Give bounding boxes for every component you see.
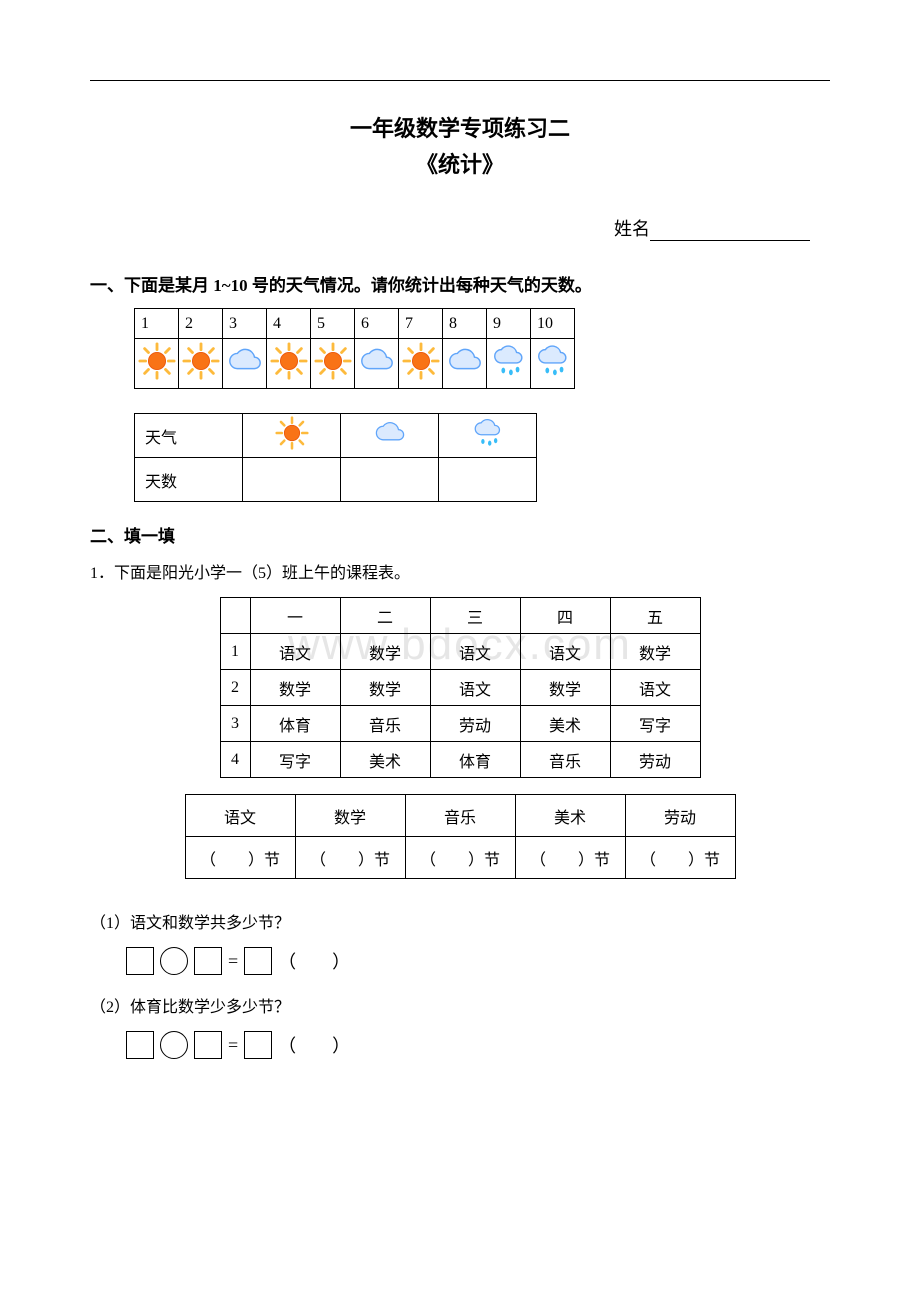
- schedule-day-header: 一: [250, 598, 340, 634]
- weather-days-table: 12345678910: [134, 308, 575, 389]
- schedule-corner: [220, 598, 250, 634]
- summary-count-rain[interactable]: [439, 458, 537, 502]
- eq2-box-3[interactable]: [244, 1031, 272, 1059]
- schedule-cell: 语文: [430, 634, 520, 670]
- name-blank[interactable]: [650, 223, 810, 241]
- cloud-icon: [223, 339, 267, 389]
- schedule-period-num: 1: [220, 634, 250, 670]
- schedule-cell: 数学: [340, 634, 430, 670]
- schedule-cell: 写字: [250, 742, 340, 778]
- summary-icon-cloud: [341, 414, 439, 458]
- count-subject: 数学: [295, 795, 405, 837]
- sub-question-2: （2）体育比数学少多少节？: [90, 993, 830, 1017]
- schedule-cell: 语文: [430, 670, 520, 706]
- schedule-cell: 语文: [250, 634, 340, 670]
- summary-count-label: 天数: [135, 458, 243, 502]
- eq1-box-2[interactable]: [194, 947, 222, 975]
- eq1-paren: （ ）: [278, 948, 350, 974]
- schedule-cell: 美术: [520, 706, 610, 742]
- schedule-day-header: 五: [610, 598, 700, 634]
- cloud-icon: [355, 339, 399, 389]
- equation-1[interactable]: = （ ）: [126, 947, 830, 975]
- schedule-cell: 语文: [520, 634, 610, 670]
- eq2-paren: （ ）: [278, 1032, 350, 1058]
- day-number: 3: [223, 309, 267, 339]
- count-value[interactable]: （ ）节: [295, 837, 405, 879]
- sun-icon: [399, 339, 443, 389]
- q1-intro: 1．下面是阳光小学一（5）班上午的课程表。: [90, 559, 830, 583]
- schedule-period-num: 2: [220, 670, 250, 706]
- count-subject: 音乐: [405, 795, 515, 837]
- schedule-cell: 音乐: [520, 742, 610, 778]
- name-label: 姓名: [614, 219, 650, 239]
- day-number: 10: [531, 309, 575, 339]
- sun-icon: [267, 339, 311, 389]
- weather-summary-table: 天气 天数: [134, 413, 537, 502]
- summary-icon-sun: [243, 414, 341, 458]
- schedule-cell: 数学: [610, 634, 700, 670]
- schedule-cell: 劳动: [610, 742, 700, 778]
- day-number: 9: [487, 309, 531, 339]
- sun-icon: [311, 339, 355, 389]
- eq2-box-2[interactable]: [194, 1031, 222, 1059]
- sub-question-1: （1）语文和数学共多少节？: [90, 909, 830, 933]
- day-number: 4: [267, 309, 311, 339]
- schedule-day-header: 二: [340, 598, 430, 634]
- schedule-cell: 体育: [250, 706, 340, 742]
- count-value[interactable]: （ ）节: [625, 837, 735, 879]
- schedule-cell: 写字: [610, 706, 700, 742]
- eq1-equals: =: [228, 951, 238, 972]
- summary-weather-label: 天气: [135, 414, 243, 458]
- schedule-day-header: 四: [520, 598, 610, 634]
- count-subject: 语文: [185, 795, 295, 837]
- schedule-cell: 数学: [250, 670, 340, 706]
- sun-icon: [135, 339, 179, 389]
- schedule-period-num: 4: [220, 742, 250, 778]
- day-number: 1: [135, 309, 179, 339]
- eq1-box-1[interactable]: [126, 947, 154, 975]
- eq1-op[interactable]: [160, 947, 188, 975]
- day-number: 2: [179, 309, 223, 339]
- schedule-cell: 体育: [430, 742, 520, 778]
- eq2-box-1[interactable]: [126, 1031, 154, 1059]
- section1-heading: 一、下面是某月 1~10 号的天气情况。请你统计出每种天气的天数。: [90, 271, 830, 296]
- schedule-cell: 数学: [520, 670, 610, 706]
- summary-count-cloud[interactable]: [341, 458, 439, 502]
- day-number: 5: [311, 309, 355, 339]
- rain-icon: [531, 339, 575, 389]
- schedule-period-num: 3: [220, 706, 250, 742]
- name-field: 姓名: [90, 215, 830, 241]
- day-number: 7: [399, 309, 443, 339]
- schedule-day-header: 三: [430, 598, 520, 634]
- count-subject: 美术: [515, 795, 625, 837]
- schedule-cell: 语文: [610, 670, 700, 706]
- schedule-table: 一二三四五 1语文数学语文语文数学2数学数学语文数学语文3体育音乐劳动美术写字4…: [220, 597, 701, 778]
- sun-icon: [179, 339, 223, 389]
- schedule-cell: 劳动: [430, 706, 520, 742]
- subject-count-table: 语文数学音乐美术劳动 （ ）节（ ）节（ ）节（ ）节（ ）节: [185, 794, 736, 879]
- count-value[interactable]: （ ）节: [185, 837, 295, 879]
- eq2-equals: =: [228, 1035, 238, 1056]
- eq1-box-3[interactable]: [244, 947, 272, 975]
- schedule-cell: 音乐: [340, 706, 430, 742]
- summary-count-sun[interactable]: [243, 458, 341, 502]
- eq2-op[interactable]: [160, 1031, 188, 1059]
- rain-icon: [487, 339, 531, 389]
- day-number: 6: [355, 309, 399, 339]
- summary-icon-rain: [439, 414, 537, 458]
- page-title: 一年级数学专项练习二: [90, 111, 830, 143]
- schedule-cell: 美术: [340, 742, 430, 778]
- top-rule: [90, 80, 830, 81]
- day-number: 8: [443, 309, 487, 339]
- count-subject: 劳动: [625, 795, 735, 837]
- schedule-cell: 数学: [340, 670, 430, 706]
- section2-heading: 二、填一填: [90, 522, 830, 547]
- count-value[interactable]: （ ）节: [515, 837, 625, 879]
- page-subtitle: 《统计》: [90, 147, 830, 179]
- count-value[interactable]: （ ）节: [405, 837, 515, 879]
- equation-2[interactable]: = （ ）: [126, 1031, 830, 1059]
- cloud-icon: [443, 339, 487, 389]
